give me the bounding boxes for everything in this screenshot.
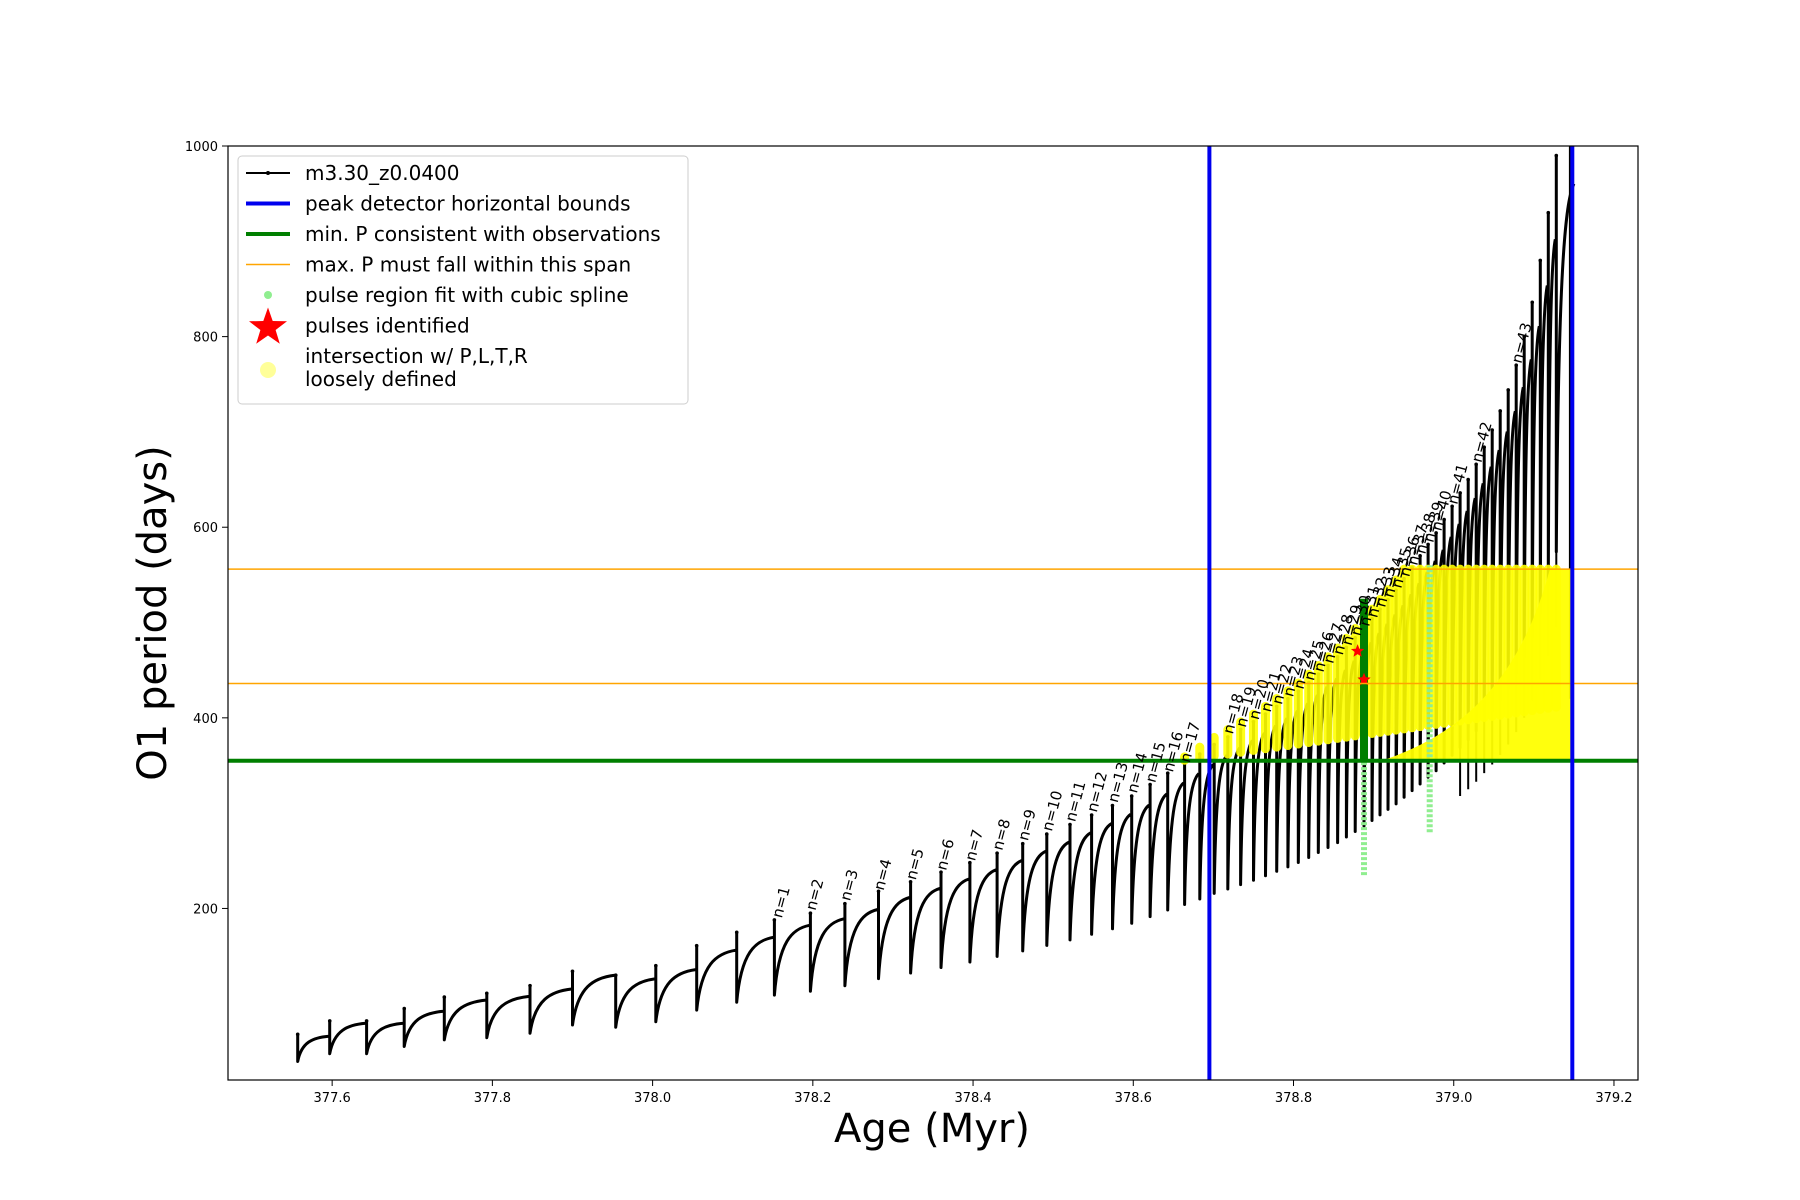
legend-2-label: peak detector horizontal bounds bbox=[305, 192, 631, 216]
legend-6-label: pulses identified bbox=[305, 314, 470, 338]
x-tick-label-3: 378.0 bbox=[634, 1091, 671, 1106]
series-peak-point-15 bbox=[843, 901, 847, 906]
series-peak-point-24 bbox=[1089, 813, 1094, 817]
series-peak-point-12 bbox=[734, 930, 739, 935]
series-peak-point-22 bbox=[1044, 832, 1049, 836]
legend-7-swatch bbox=[260, 362, 276, 378]
series-peak-point-69 bbox=[1554, 153, 1559, 158]
y-tick-label-5: 1000 bbox=[185, 140, 218, 155]
series-peak-point-23 bbox=[1068, 822, 1072, 827]
x-tick-label-2: 377.8 bbox=[474, 1091, 511, 1106]
series-peak-point-59 bbox=[1474, 462, 1478, 467]
series-peak-point-3 bbox=[364, 1019, 369, 1023]
x-axis-label: Age (Myr) bbox=[834, 1106, 1030, 1152]
series-peak-point-6 bbox=[484, 991, 489, 996]
series-peak-point-17 bbox=[908, 879, 913, 884]
identified-pulse-1 bbox=[1350, 644, 1365, 657]
series-peak-point-66 bbox=[1530, 300, 1535, 305]
series-peak-point-5 bbox=[442, 995, 447, 999]
y-axis-label: O1 period (days) bbox=[130, 445, 176, 780]
series-peak-point-10 bbox=[654, 963, 658, 968]
y-tick-label-2: 400 bbox=[193, 712, 218, 727]
x-tick-label-8: 379.0 bbox=[1435, 1091, 1472, 1106]
series-peak-point-55 bbox=[1442, 517, 1446, 522]
series-peak-point-9 bbox=[613, 973, 618, 977]
plot-frame bbox=[227, 145, 1639, 1081]
series-peak-point-54 bbox=[1434, 531, 1438, 535]
x-tick-label-7: 378.8 bbox=[1275, 1091, 1312, 1106]
x-tick-label-6: 378.6 bbox=[1115, 1091, 1152, 1106]
series-peak-point-53 bbox=[1426, 542, 1430, 547]
series-peak-point-68 bbox=[1546, 210, 1551, 215]
series-peak-point-7 bbox=[528, 983, 532, 988]
legend-5-label: pulse region fit with cubic spline bbox=[305, 283, 629, 307]
series-peak-point-20 bbox=[995, 851, 999, 855]
legend-4-label: max. P must fall within this span bbox=[305, 253, 631, 277]
series-peak-point-63 bbox=[1506, 388, 1511, 392]
series-peak-point-2 bbox=[327, 1019, 332, 1023]
series-peak-point-11 bbox=[694, 943, 699, 948]
intersection-fill bbox=[1381, 569, 1573, 761]
axis-ticks: 377.6 377.8 378.0 378.2 378.4 378.6 378.8 379.0… bbox=[185, 140, 1633, 1106]
series-peak-point-13 bbox=[772, 918, 777, 922]
identified-pulse-2 bbox=[1357, 672, 1371, 686]
series-peak-point-65 bbox=[1522, 334, 1527, 339]
series-peak-point-56 bbox=[1450, 504, 1454, 509]
series-peak-point-64 bbox=[1514, 363, 1519, 368]
series-peak-point-1 bbox=[295, 1032, 300, 1037]
plot-area: n=1 n=2 n=3 n=4 n=5 n=6 n=7 n=8 n=9n=10n=11n=12n… bbox=[228, 146, 1638, 1080]
legend-6-swatch bbox=[249, 307, 287, 344]
y-tick-label-4: 800 bbox=[193, 331, 218, 346]
series-peak-point-58 bbox=[1466, 477, 1470, 482]
x-tick-label-4: 378.2 bbox=[794, 1091, 831, 1106]
plot-content: n=1 n=2 n=3 n=4 n=5 n=6 n=7 n=8 n=9n=10n=11n=12n… bbox=[228, 146, 1638, 1080]
series-peak-point-18 bbox=[939, 870, 943, 875]
x-tick-label-5: 378.4 bbox=[954, 1091, 991, 1106]
legend-1-dot bbox=[266, 171, 270, 175]
series-peak-point-19 bbox=[968, 860, 972, 865]
legend-1-label: m3.30_z0.0400 bbox=[305, 161, 460, 185]
series-peak-point-27 bbox=[1148, 782, 1152, 787]
series-peak-point-4 bbox=[402, 1006, 407, 1011]
series-peak-point-21 bbox=[1020, 841, 1025, 846]
legend-box bbox=[237, 155, 689, 405]
series-peak-point-52 bbox=[1418, 554, 1422, 558]
y-tick-label-1: 200 bbox=[193, 902, 218, 917]
series-peak-point-61 bbox=[1490, 428, 1494, 432]
series-peak-point-14 bbox=[808, 911, 813, 916]
series-peak-point-60 bbox=[1482, 445, 1486, 449]
series-peak-point-16 bbox=[876, 889, 881, 894]
series-peak-point-25 bbox=[1110, 803, 1115, 808]
series-peak-point-28 bbox=[1165, 771, 1170, 775]
series-peak-point-26 bbox=[1129, 794, 1134, 798]
legend-3-label: min. P consistent with observations bbox=[305, 222, 661, 246]
series-peak-point-57 bbox=[1458, 491, 1462, 495]
x-tick-label-9: 379.2 bbox=[1595, 1091, 1632, 1106]
legend-7-label: intersection w/ P,L,T,R bbox=[305, 344, 528, 368]
x-tick-label-1: 377.6 bbox=[314, 1091, 351, 1106]
series-peak-point-8 bbox=[570, 969, 575, 974]
series-peak-point-67 bbox=[1538, 258, 1543, 263]
series-peak-point-62 bbox=[1498, 409, 1503, 413]
y-tick-label-3: 600 bbox=[193, 521, 218, 536]
legend-5-swatch bbox=[264, 291, 272, 299]
legend-7-label-2: loosely defined bbox=[305, 367, 457, 391]
